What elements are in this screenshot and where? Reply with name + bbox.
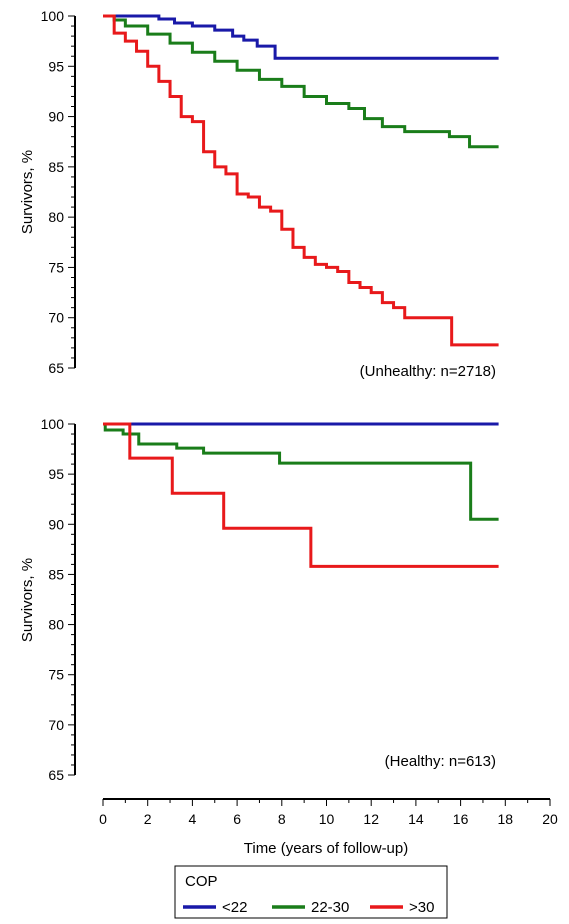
legend-box	[174, 865, 448, 919]
top-y-tick-label-70: 70	[48, 310, 64, 326]
bottom-y-tick-label-95: 95	[48, 466, 64, 482]
bottom-y-tick-label-90: 90	[48, 516, 64, 532]
x-tick-label-18: 18	[498, 811, 514, 827]
x-tick-label-14: 14	[408, 811, 424, 827]
bottom-annotation: (Healthy: n=613)	[385, 753, 496, 770]
top-y-tick-label-90: 90	[48, 109, 64, 125]
legend: COP <22 22-30 >30	[174, 865, 448, 919]
top-series-gt30-line	[103, 14, 499, 347]
legend-item-lt22: <22	[183, 899, 247, 916]
x-tick-label-6: 6	[233, 811, 241, 827]
top-annotation: (Unhealthy: n=2718)	[360, 363, 496, 380]
x-axis-label: Time (years of follow-up)	[244, 840, 409, 857]
legend-label-lt22: <22	[222, 899, 247, 916]
x-tick-label-20: 20	[542, 811, 558, 827]
x-tick-label-0: 0	[99, 811, 107, 827]
legend-item-gt30: >30	[370, 899, 434, 916]
top-series-lt22-line	[103, 14, 499, 60]
x-ticks: 0 2 4 6 8 10 12 14 16 18 20	[99, 799, 558, 827]
top-y-ticks: 65 70 75 80 85 90 95 100	[41, 8, 75, 376]
panel-healthy: 65 70 75 80 85 90 95 100 Survivors, % 0 2 4 6 8 10 12…	[19, 416, 558, 857]
bottom-series-gt30-line	[103, 422, 499, 568]
x-tick-label-4: 4	[189, 811, 197, 827]
x-tick-label-8: 8	[278, 811, 286, 827]
bottom-y-tick-label-65: 65	[48, 767, 64, 783]
bottom-y-tick-label-70: 70	[48, 717, 64, 733]
top-y-axis-label: Survivors, %	[19, 150, 36, 234]
bottom-y-tick-label-100: 100	[41, 416, 65, 432]
legend-title: COP	[185, 873, 218, 890]
top-series-group	[103, 14, 499, 347]
bottom-y-tick-label-80: 80	[48, 617, 64, 633]
top-y-tick-label-95: 95	[48, 58, 64, 74]
bottom-series-group	[103, 422, 499, 568]
bottom-y-tick-label-85: 85	[48, 566, 64, 582]
bottom-series-22-30-line	[103, 422, 499, 521]
top-y-tick-label-80: 80	[48, 209, 64, 225]
x-tick-label-12: 12	[363, 811, 379, 827]
bottom-y-tick-label-75: 75	[48, 667, 64, 683]
legend-item-22-30: 22-30	[272, 899, 349, 916]
x-tick-label-16: 16	[453, 811, 469, 827]
x-tick-label-10: 10	[319, 811, 335, 827]
panel-unhealthy: 65 70 75 80 85 90 95 100 Survivors, % (Unhealth…	[19, 8, 499, 380]
top-series-22-30-line	[103, 14, 499, 149]
top-y-tick-label-85: 85	[48, 159, 64, 175]
top-y-tick-label-100: 100	[41, 8, 65, 24]
top-y-tick-label-75: 75	[48, 259, 64, 275]
bottom-y-axis-label: Survivors, %	[19, 558, 36, 642]
legend-label-gt30: >30	[409, 899, 434, 916]
x-tick-label-2: 2	[144, 811, 152, 827]
legend-label-22-30: 22-30	[311, 899, 349, 916]
bottom-y-ticks: 65 70 75 80 85 90 95 100	[41, 416, 75, 783]
top-y-tick-label-65: 65	[48, 360, 64, 376]
